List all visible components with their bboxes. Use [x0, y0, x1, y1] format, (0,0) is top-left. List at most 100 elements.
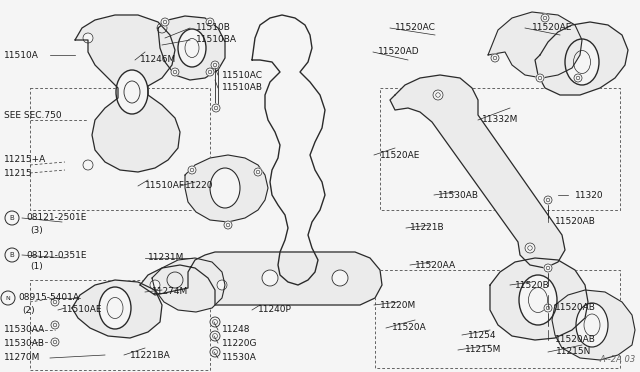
Text: 11220M: 11220M	[380, 301, 416, 310]
Circle shape	[433, 90, 443, 100]
Ellipse shape	[519, 275, 557, 325]
Circle shape	[536, 74, 544, 82]
Circle shape	[544, 304, 552, 312]
Text: 11520AB: 11520AB	[555, 336, 596, 344]
Circle shape	[206, 68, 214, 76]
Polygon shape	[185, 155, 268, 222]
Circle shape	[210, 347, 220, 357]
Ellipse shape	[584, 314, 600, 336]
Circle shape	[83, 33, 93, 43]
Text: 11215M: 11215M	[465, 346, 501, 355]
Circle shape	[188, 166, 196, 174]
Ellipse shape	[178, 29, 206, 67]
Text: 11215+A: 11215+A	[4, 155, 46, 164]
Text: 11246M: 11246M	[140, 55, 176, 64]
Text: 11240P: 11240P	[258, 305, 292, 314]
Circle shape	[51, 298, 59, 306]
Ellipse shape	[185, 38, 199, 58]
Circle shape	[544, 196, 552, 204]
Circle shape	[212, 334, 218, 339]
Text: 08121-0351E: 08121-0351E	[26, 250, 86, 260]
Polygon shape	[140, 252, 382, 305]
Text: 11215N: 11215N	[556, 347, 591, 356]
Polygon shape	[252, 15, 325, 285]
Circle shape	[544, 264, 552, 272]
Text: 11220G: 11220G	[222, 339, 257, 347]
Circle shape	[212, 320, 218, 324]
Ellipse shape	[573, 51, 591, 74]
Text: 11274M: 11274M	[152, 288, 188, 296]
Circle shape	[83, 160, 93, 170]
Text: 11530AB: 11530AB	[4, 339, 45, 347]
Ellipse shape	[529, 288, 547, 312]
Circle shape	[206, 18, 214, 26]
Text: 11510AF: 11510AF	[145, 182, 185, 190]
Text: 11520AB: 11520AB	[555, 218, 596, 227]
Polygon shape	[488, 12, 582, 78]
Text: 11231M: 11231M	[148, 253, 184, 263]
Text: 11530A: 11530A	[222, 353, 257, 362]
Polygon shape	[152, 258, 225, 312]
Text: A--2A 03: A--2A 03	[600, 355, 636, 364]
Polygon shape	[390, 75, 565, 268]
Circle shape	[171, 68, 179, 76]
Circle shape	[525, 243, 535, 253]
Text: 11220: 11220	[185, 182, 214, 190]
Text: 11215: 11215	[4, 169, 33, 177]
Polygon shape	[490, 258, 588, 340]
Circle shape	[210, 317, 220, 327]
Text: SEE SEC.750: SEE SEC.750	[4, 110, 61, 119]
Polygon shape	[535, 22, 628, 95]
Text: 11221BA: 11221BA	[130, 350, 171, 359]
Ellipse shape	[107, 298, 123, 318]
Text: 11530AA: 11530AA	[4, 326, 45, 334]
Text: 11510B: 11510B	[196, 23, 231, 32]
Ellipse shape	[565, 39, 599, 85]
Circle shape	[541, 14, 549, 22]
Ellipse shape	[210, 168, 240, 208]
Text: 11510AB: 11510AB	[222, 83, 263, 93]
Text: (3): (3)	[30, 225, 43, 234]
Circle shape	[332, 270, 348, 286]
Circle shape	[161, 18, 169, 26]
Circle shape	[212, 104, 220, 112]
Text: (1): (1)	[30, 263, 43, 272]
Circle shape	[491, 54, 499, 62]
Text: 11520AB: 11520AB	[555, 304, 596, 312]
Text: 11510AE: 11510AE	[62, 305, 102, 314]
Text: (2): (2)	[22, 305, 35, 314]
Ellipse shape	[576, 303, 608, 347]
Circle shape	[217, 280, 227, 290]
Text: 11520AD: 11520AD	[378, 48, 420, 57]
Text: 11510AC: 11510AC	[222, 71, 263, 80]
Text: B: B	[10, 252, 14, 258]
Text: 11530AB: 11530AB	[438, 190, 479, 199]
Circle shape	[212, 350, 218, 355]
Ellipse shape	[99, 287, 131, 329]
Circle shape	[254, 168, 262, 176]
Circle shape	[51, 321, 59, 329]
Polygon shape	[75, 15, 180, 172]
Text: 11332M: 11332M	[482, 115, 518, 125]
Text: B: B	[10, 215, 14, 221]
Circle shape	[211, 61, 219, 69]
Text: 11520AE: 11520AE	[380, 151, 420, 160]
Text: 11254: 11254	[468, 330, 497, 340]
Circle shape	[157, 23, 167, 33]
Text: 11320: 11320	[575, 190, 604, 199]
Ellipse shape	[116, 70, 148, 114]
Text: 08915-5401A: 08915-5401A	[18, 294, 79, 302]
Circle shape	[210, 331, 220, 341]
Text: 11248: 11248	[222, 326, 250, 334]
Text: 11520B: 11520B	[515, 280, 550, 289]
Circle shape	[262, 270, 278, 286]
Polygon shape	[158, 16, 225, 80]
Text: 11520AE: 11520AE	[532, 23, 572, 32]
Circle shape	[150, 280, 160, 290]
Circle shape	[574, 74, 582, 82]
Text: 11270M: 11270M	[4, 353, 40, 362]
Text: 11520A: 11520A	[392, 324, 427, 333]
Text: 11510A: 11510A	[4, 51, 39, 60]
Circle shape	[167, 272, 183, 288]
Circle shape	[51, 338, 59, 346]
